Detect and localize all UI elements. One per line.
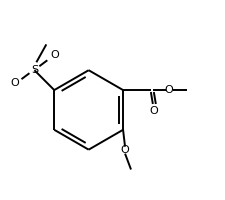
Text: S: S xyxy=(31,65,38,75)
Text: O: O xyxy=(10,78,19,88)
Text: O: O xyxy=(121,145,129,155)
Text: O: O xyxy=(149,106,158,116)
Text: O: O xyxy=(50,50,59,60)
Text: O: O xyxy=(164,85,173,95)
